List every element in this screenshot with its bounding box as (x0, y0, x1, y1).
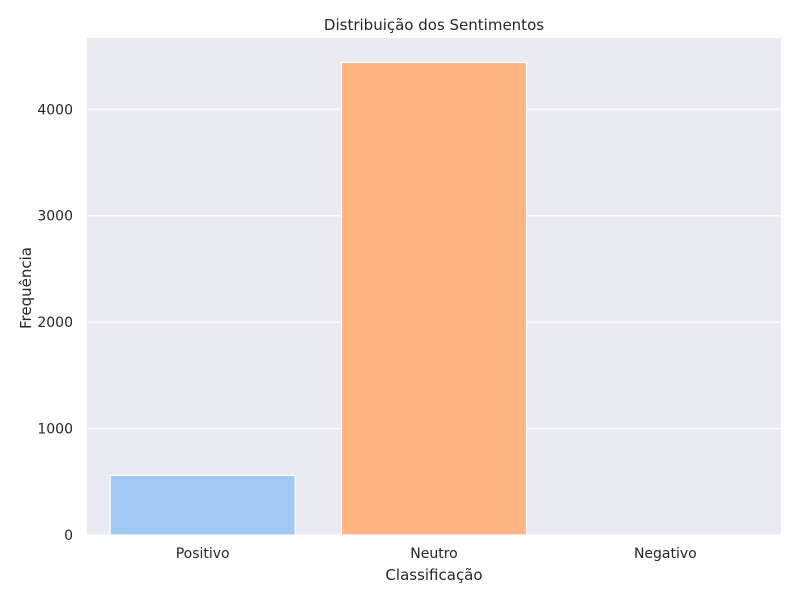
x-tick-labels: Positivo Neutro Negativo (176, 546, 697, 562)
y-tick-label: 3000 (37, 209, 73, 225)
y-tick-label: 0 (64, 528, 73, 544)
y-tick-label: 1000 (37, 422, 73, 438)
x-tick-label: Positivo (176, 546, 230, 562)
y-tick-label: 4000 (37, 102, 73, 118)
x-tick-label: Negativo (634, 546, 697, 562)
x-tick-label: Neutro (410, 546, 457, 562)
bar-neutro (340, 61, 528, 536)
y-tick-label: 2000 (37, 315, 73, 331)
bar-positivo (109, 474, 296, 536)
y-axis-label: Frequência (17, 247, 35, 329)
x-axis-label: Classificação (385, 566, 482, 584)
y-tick-labels: 0 1000 2000 3000 4000 (37, 102, 73, 544)
bars (109, 61, 528, 536)
chart-title: Distribuição dos Sentimentos (324, 16, 544, 34)
